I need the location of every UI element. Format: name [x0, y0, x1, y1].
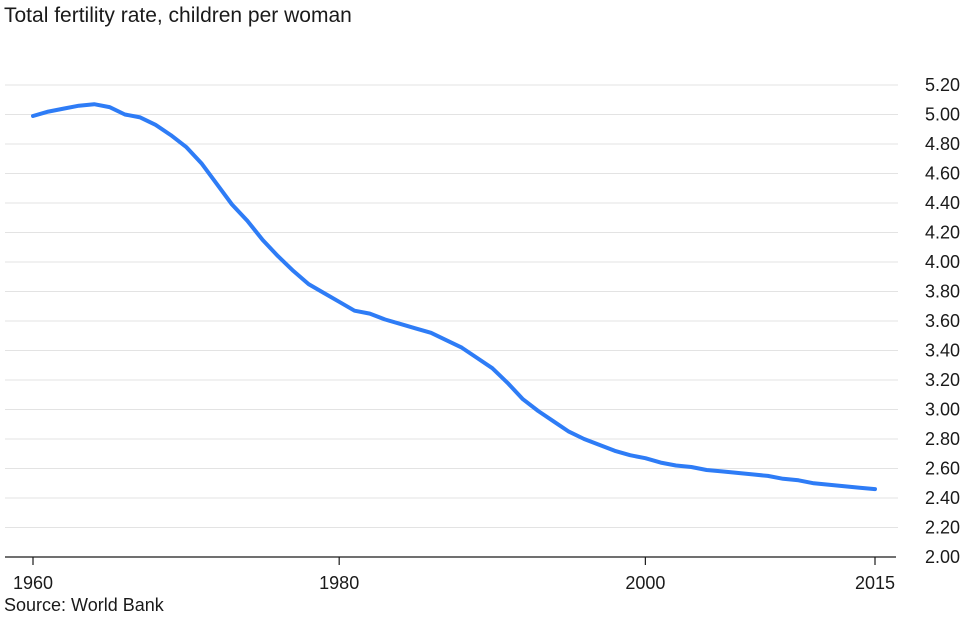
- x-tick-label-1980: 1980: [319, 573, 359, 593]
- y-tick-label: 4.80: [925, 134, 960, 154]
- y-tick-label: 4.20: [925, 223, 960, 243]
- x-tick-label-2000: 2000: [625, 573, 665, 593]
- y-tick-label: 3.60: [925, 311, 960, 331]
- y-tick-label: 2.80: [925, 429, 960, 449]
- y-tick-label: 4.60: [925, 164, 960, 184]
- x-tick-label-2015: 2015: [855, 573, 895, 593]
- y-axis-ticks: 2.00 2.20 2.40 2.60 2.80 3.00 3.20 3.40 3.60 3.80…: [925, 75, 960, 567]
- y-tick-label: 2.60: [925, 459, 960, 479]
- y-tick-label: 4.40: [925, 193, 960, 213]
- y-tick-label: 2.20: [925, 518, 960, 538]
- x-tick-label-1960: 1960: [13, 573, 53, 593]
- chart-title: Total fertility rate, children per woman: [4, 4, 352, 27]
- x-axis-ticks: 1960 1980 2000 2015: [13, 557, 895, 593]
- y-tick-label: 3.80: [925, 282, 960, 302]
- series-line-0: [31, 102, 877, 492]
- y-tick-label: 3.40: [925, 341, 960, 361]
- y-tick-label: 3.20: [925, 370, 960, 390]
- y-tick-label: 4.00: [925, 252, 960, 272]
- y-tick-label: 5.00: [925, 105, 960, 125]
- y-tick-label: 5.20: [925, 75, 960, 95]
- y-tick-label: 2.40: [925, 488, 960, 508]
- y-tick-label: 2.00: [925, 547, 960, 567]
- y-tick-label: 3.00: [925, 400, 960, 420]
- series-layer: [31, 102, 877, 492]
- chart-source: Source: World Bank: [4, 595, 164, 615]
- grid-lines: [5, 84, 898, 528]
